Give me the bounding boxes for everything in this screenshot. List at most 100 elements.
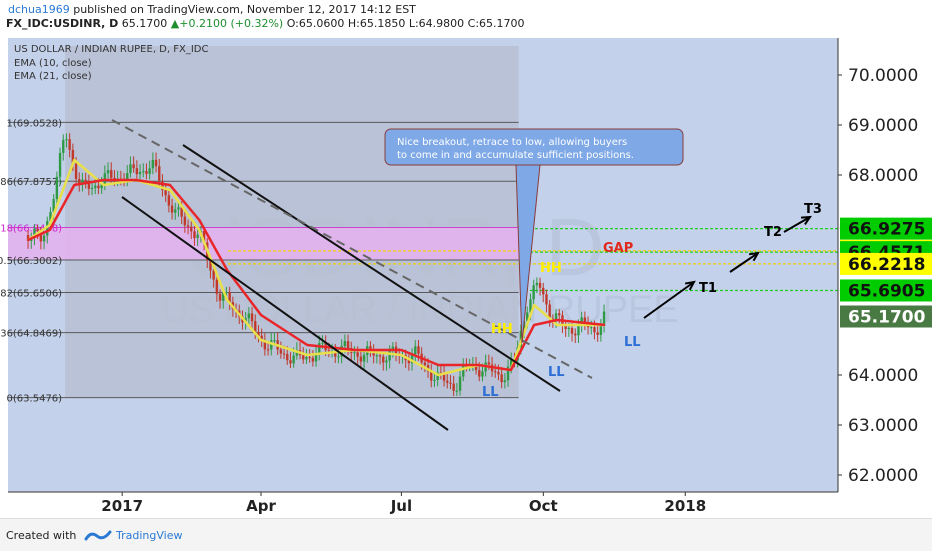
- candle: [548, 304, 551, 319]
- fib-level-label: 0.236(64.8469): [0, 329, 62, 340]
- candle: [110, 170, 113, 178]
- candle: [590, 327, 593, 329]
- candle: [545, 294, 548, 305]
- candle: [305, 357, 308, 360]
- candle: [302, 355, 305, 360]
- candle: [132, 164, 135, 169]
- candle: [583, 317, 587, 323]
- candle: [36, 228, 39, 232]
- candle: [62, 139, 65, 153]
- candle: [228, 291, 231, 303]
- candle: [247, 313, 251, 319]
- candle: [289, 360, 292, 364]
- fib-level-label: 0(63.5476): [7, 394, 63, 405]
- candle: [225, 291, 228, 294]
- candle: [455, 390, 459, 392]
- candle: [100, 184, 103, 189]
- candle: [414, 346, 417, 355]
- candle: [126, 173, 129, 183]
- up-arrow-icon: ▲: [170, 17, 180, 30]
- price-chart[interactable]: USDINR, DUS DOLLAR / INDIAN RUPEE1(69.05…: [0, 34, 932, 518]
- candle: [436, 372, 439, 380]
- candle: [497, 372, 500, 375]
- chart-header: dchua1969 published on TradingView.com, …: [0, 0, 932, 34]
- y-tick-label: 64.0000: [848, 366, 918, 386]
- candle: [78, 178, 81, 185]
- candle: [74, 163, 78, 179]
- candle: [145, 171, 148, 174]
- price-change: +0.2100 (+0.32%): [179, 17, 284, 30]
- candle: [129, 164, 132, 174]
- candle: [593, 327, 596, 333]
- target-arrow: [800, 215, 812, 226]
- candle: [362, 355, 366, 362]
- y-tick-label: 68.0000: [848, 166, 918, 186]
- candle: [190, 226, 193, 232]
- fib-golden-zone: [8, 227, 519, 260]
- candle: [602, 311, 606, 326]
- candle: [327, 350, 331, 352]
- candle: [167, 195, 171, 206]
- candle: [378, 355, 382, 357]
- candle: [462, 366, 465, 377]
- price-tag-label: 66.9275: [848, 220, 925, 240]
- candle: [567, 327, 571, 329]
- y-tick-label: 70.0000: [848, 66, 918, 86]
- candle: [49, 211, 52, 222]
- fib-level-label: 0.382(65.6506): [0, 288, 62, 299]
- candle: [385, 360, 388, 363]
- candle: [71, 149, 75, 164]
- price-tag: [840, 279, 932, 302]
- indicator-legend: EMA (10, close): [14, 58, 92, 69]
- tradingview-brand[interactable]: TradingView: [116, 529, 183, 542]
- candle: [311, 357, 315, 362]
- candle: [180, 207, 183, 217]
- callout-text: Nice breakout, retrace to low, allowing …: [397, 137, 627, 148]
- author-link[interactable]: dchua1969: [8, 3, 70, 16]
- candle: [382, 356, 385, 363]
- candle: [353, 352, 356, 354]
- channel-upper-line: [182, 144, 561, 392]
- candle: [551, 318, 555, 320]
- candle: [270, 340, 273, 350]
- candle: [142, 171, 145, 173]
- target-arrow: [643, 281, 695, 319]
- fib-zone: [65, 46, 519, 398]
- candle: [26, 235, 30, 241]
- candle: [506, 366, 510, 381]
- candle: [257, 332, 260, 336]
- candle: [596, 332, 599, 335]
- candle: [314, 354, 318, 362]
- symbol-line: FX_IDC:USDINR, D 65.1700 ▲+0.2100 (+0.32…: [6, 17, 525, 30]
- candle: [193, 231, 196, 238]
- x-tick-label: 2017: [101, 497, 143, 515]
- target-arrow: [783, 216, 811, 233]
- candle: [532, 285, 535, 300]
- y-tick-label: 63.0000: [848, 416, 918, 436]
- candle: [542, 287, 545, 295]
- candle: [90, 187, 94, 189]
- candle: [170, 205, 174, 213]
- candle: [186, 225, 190, 227]
- candle: [346, 341, 350, 349]
- fib-level-label: 1(69.0528): [7, 118, 63, 129]
- candle: [202, 230, 206, 243]
- candle: [97, 185, 100, 189]
- dashed-trend-line: [111, 119, 593, 379]
- candle: [337, 356, 340, 358]
- candle: [535, 282, 539, 286]
- candle: [334, 351, 337, 357]
- candle: [474, 364, 478, 371]
- tradingview-logo-icon[interactable]: [84, 528, 112, 542]
- candle: [503, 380, 507, 383]
- candle: [308, 357, 311, 359]
- candle: [564, 325, 567, 329]
- candle: [292, 355, 295, 364]
- candle: [458, 376, 462, 391]
- candle: [263, 340, 267, 350]
- candle: [494, 371, 497, 373]
- candle: [356, 352, 359, 357]
- candle: [260, 335, 263, 341]
- candle: [430, 371, 433, 381]
- candle: [446, 380, 449, 383]
